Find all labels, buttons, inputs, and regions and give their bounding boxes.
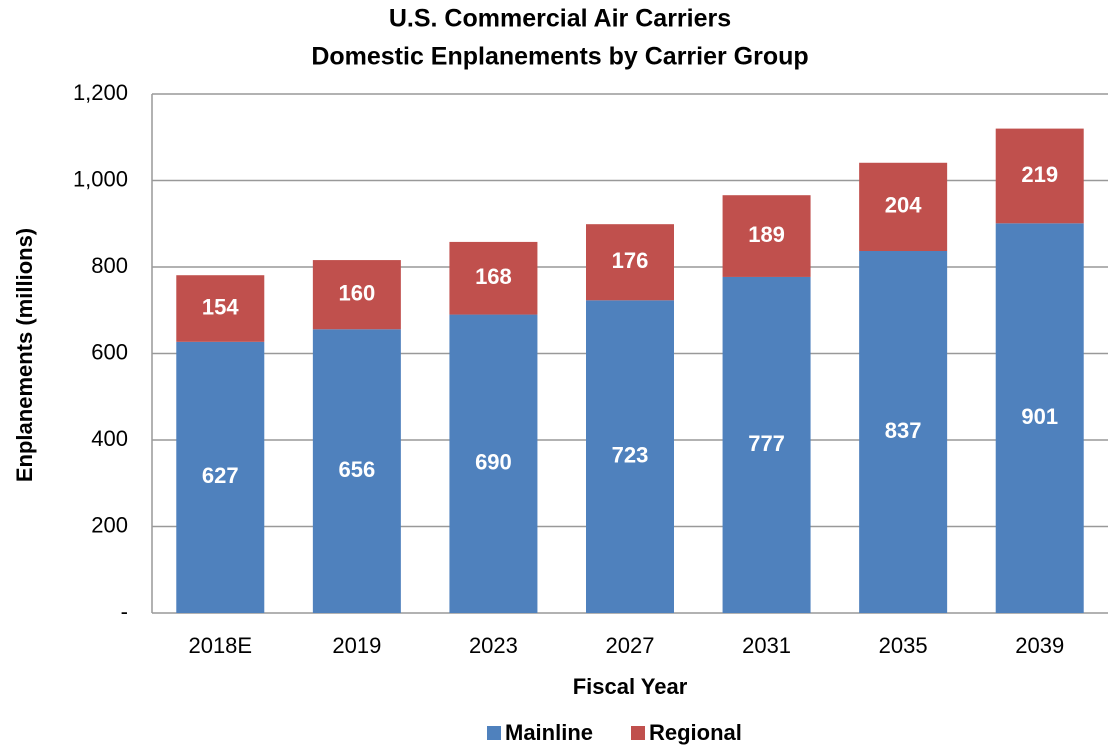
x-tick-label: 2018E bbox=[188, 633, 252, 658]
data-label: 219 bbox=[1021, 162, 1058, 187]
x-axis-label: Fiscal Year bbox=[573, 674, 688, 699]
x-tick-label: 2031 bbox=[742, 633, 791, 658]
data-label: 837 bbox=[885, 418, 922, 443]
y-tick-label: 400 bbox=[91, 426, 128, 451]
data-label: 777 bbox=[748, 431, 785, 456]
chart-title: Domestic Enplanements by Carrier Group bbox=[311, 43, 808, 71]
bar-segment bbox=[722, 195, 811, 277]
y-tick-label: 1,000 bbox=[73, 166, 128, 191]
bar-segment bbox=[312, 260, 401, 330]
data-label: 204 bbox=[885, 193, 922, 218]
bar-segment bbox=[995, 128, 1084, 224]
legend-label: Regional bbox=[649, 720, 742, 745]
y-tick-label: 800 bbox=[91, 253, 128, 278]
y-tick-label: 1,200 bbox=[73, 80, 128, 105]
data-label: 627 bbox=[202, 463, 239, 488]
x-tick-label: 2039 bbox=[1015, 633, 1064, 658]
data-label: 690 bbox=[475, 450, 512, 475]
bar-segment bbox=[586, 300, 674, 613]
x-tick-label: 2027 bbox=[606, 633, 655, 658]
y-tick-label: - bbox=[121, 599, 128, 624]
data-label: 160 bbox=[338, 280, 375, 305]
y-tick-label: 200 bbox=[91, 512, 128, 537]
bar-segment bbox=[449, 241, 538, 315]
x-tick-label: 2023 bbox=[469, 633, 518, 658]
data-label: 656 bbox=[338, 457, 375, 482]
x-tick-label: 2035 bbox=[879, 633, 928, 658]
legend-swatch bbox=[487, 726, 501, 740]
data-label: 168 bbox=[475, 264, 512, 289]
bar-segment bbox=[722, 276, 811, 613]
y-axis-label: Enplanements (millions) bbox=[12, 228, 37, 482]
x-tick-label: 2019 bbox=[332, 633, 381, 658]
data-label: 154 bbox=[202, 294, 239, 319]
bar-segment bbox=[449, 314, 538, 613]
bar-segment bbox=[995, 223, 1084, 613]
bar-segment bbox=[312, 329, 401, 613]
bar-segment bbox=[176, 341, 265, 613]
legend-swatch bbox=[631, 726, 645, 740]
chart-title: U.S. Commercial Air Carriers bbox=[389, 5, 731, 33]
data-label: 176 bbox=[612, 248, 649, 273]
y-tick-label: 600 bbox=[91, 339, 128, 364]
bar-segment bbox=[586, 224, 674, 301]
data-label: 189 bbox=[748, 222, 785, 247]
data-label: 901 bbox=[1021, 404, 1058, 429]
data-label: 723 bbox=[612, 442, 649, 467]
bar-segment bbox=[859, 250, 948, 613]
bar-segment bbox=[176, 275, 265, 342]
bar-segment bbox=[859, 162, 948, 251]
legend-label: Mainline bbox=[505, 720, 593, 745]
